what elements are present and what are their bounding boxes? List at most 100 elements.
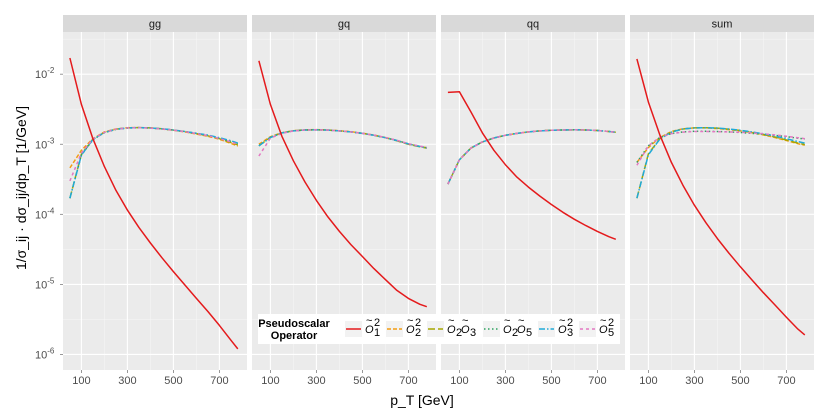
strip-gg	[63, 15, 247, 32]
x-tick-label: 700	[777, 375, 795, 387]
legend-entry-label: O	[558, 324, 567, 336]
legend-subscript: 2	[512, 327, 518, 339]
x-tick-label: 700	[210, 375, 228, 387]
x-tick-label: 700	[399, 375, 417, 387]
x-tick-label: 100	[72, 375, 90, 387]
tilde-glyph: ~	[448, 315, 454, 327]
tilde-glyph: ~	[559, 315, 565, 327]
legend-subscript: 5	[608, 327, 614, 339]
legend-entry-label: O	[447, 324, 456, 336]
y-tick-mantissa: 10	[35, 69, 47, 81]
y-tick-label: 10-6	[35, 346, 55, 361]
x-tick-label: 500	[353, 375, 371, 387]
series-line-O3sq-gq	[258, 129, 427, 149]
legend-subscript: 2	[415, 327, 421, 339]
legend-entry-O1sq: O~12	[345, 315, 380, 339]
x-tick-label: 100	[261, 375, 279, 387]
legend-entry-label: O	[406, 324, 415, 336]
x-tick-label: 500	[731, 375, 749, 387]
legend-subscript: 5	[526, 327, 532, 339]
legend-key-box	[483, 321, 500, 337]
y-tick-exponent: -6	[47, 346, 55, 355]
panel-sum: sum 100 300 500 700	[630, 15, 814, 387]
y-tick-label: 10-3	[35, 136, 55, 151]
x-tick-label: 300	[118, 375, 136, 387]
strip-label-sum: sum	[712, 19, 733, 31]
tilde-glyph: ~	[462, 315, 468, 327]
legend-entry-label: O	[365, 324, 374, 336]
series-line-O1sq-sum	[636, 58, 806, 336]
legend-entry-O2O3: O~2O~3	[427, 315, 476, 339]
plot-background	[252, 32, 436, 370]
strip-label-gq: gq	[338, 19, 350, 31]
x-tick-label: 100	[450, 375, 468, 387]
series-line-O1sq-qq	[447, 91, 617, 241]
tilde-glyph: ~	[366, 315, 372, 327]
x-tick-label: 500	[542, 375, 560, 387]
legend-entry-O5sq: O~52	[579, 315, 614, 339]
panel-gq: gq 100 300 500 700	[252, 15, 436, 387]
series-line-O5sq-gq	[258, 129, 427, 157]
legend-entry-label: O	[503, 324, 512, 336]
y-axis: 10-210-310-410-510-6	[35, 66, 63, 361]
strip-qq	[441, 15, 625, 32]
tilde-glyph: ~	[407, 315, 413, 327]
legend-superscript: 2	[374, 317, 380, 329]
strip-gq	[252, 15, 436, 32]
legend-title-line2: Operator	[271, 330, 318, 342]
x-tick-label: 700	[588, 375, 606, 387]
legend-subscript: 3	[470, 327, 476, 339]
legend-subscript: 2	[456, 327, 462, 339]
legend-key-box	[427, 321, 444, 337]
tilde-glyph: ~	[504, 315, 510, 327]
x-tick-label: 300	[496, 375, 514, 387]
facet-panels: gg 100 300 500 700 gq 100 300 500 700 qq 100 300 500 7…	[63, 15, 814, 387]
y-tick-exponent: -3	[47, 136, 55, 145]
legend-superscript: 2	[567, 317, 573, 329]
y-tick-mantissa: 10	[35, 209, 47, 221]
y-tick-mantissa: 10	[35, 349, 47, 361]
legend-key-box	[538, 321, 555, 337]
legend-subscript: 1	[374, 327, 380, 339]
series-line-O5sq-sum	[636, 130, 805, 166]
series-line-O5sq-qq	[447, 129, 616, 185]
tilde-glyph: ~	[518, 315, 524, 327]
y-tick-mantissa: 10	[35, 279, 47, 291]
y-axis-title: 1/σ_ij · dσ_ij/dp_T [1/GeV]	[13, 106, 29, 270]
legend-entry-O2sq: O~22	[386, 315, 421, 339]
plot-background	[63, 32, 247, 370]
legend-entry-label: O	[517, 324, 526, 336]
strip-label-qq: qq	[527, 19, 539, 31]
y-tick-label: 10-4	[35, 206, 55, 221]
panel-gg: gg 100 300 500 700	[63, 15, 247, 387]
x-axis-title: p_T [GeV]	[390, 392, 454, 408]
strip-label-gg: gg	[149, 19, 161, 31]
legend-entry-label: O	[461, 324, 470, 336]
y-tick-label: 10-2	[35, 66, 55, 81]
y-tick-mantissa: 10	[35, 139, 47, 151]
x-tick-label: 300	[307, 375, 325, 387]
series-line-O5sq-gg	[69, 126, 239, 182]
plot-background	[441, 32, 625, 370]
legend-entry-O2O5: O~2O~5	[483, 315, 532, 339]
x-tick-label: 300	[685, 375, 703, 387]
strip-sum	[630, 15, 814, 32]
legend-subscript: 3	[567, 327, 573, 339]
x-tick-label: 500	[164, 375, 182, 387]
y-tick-exponent: -5	[47, 276, 55, 285]
y-tick-exponent: -2	[47, 66, 55, 75]
tilde-glyph: ~	[600, 315, 606, 327]
panel-qq: qq 100 300 500 700	[441, 15, 625, 387]
y-tick-label: 10-5	[35, 276, 55, 291]
x-tick-label: 100	[639, 375, 657, 387]
y-tick-exponent: -4	[47, 206, 55, 215]
legend-entry-O3sq: O~32	[538, 315, 573, 339]
legend-superscript: 2	[608, 317, 614, 329]
series-line-O1sq-gq	[258, 60, 428, 308]
legend-entry-label: O	[599, 324, 608, 336]
series-line-O1sq-gg	[69, 57, 239, 350]
legend-superscript: 2	[415, 317, 421, 329]
legend-title-line1: Pseudoscalar	[258, 318, 330, 330]
